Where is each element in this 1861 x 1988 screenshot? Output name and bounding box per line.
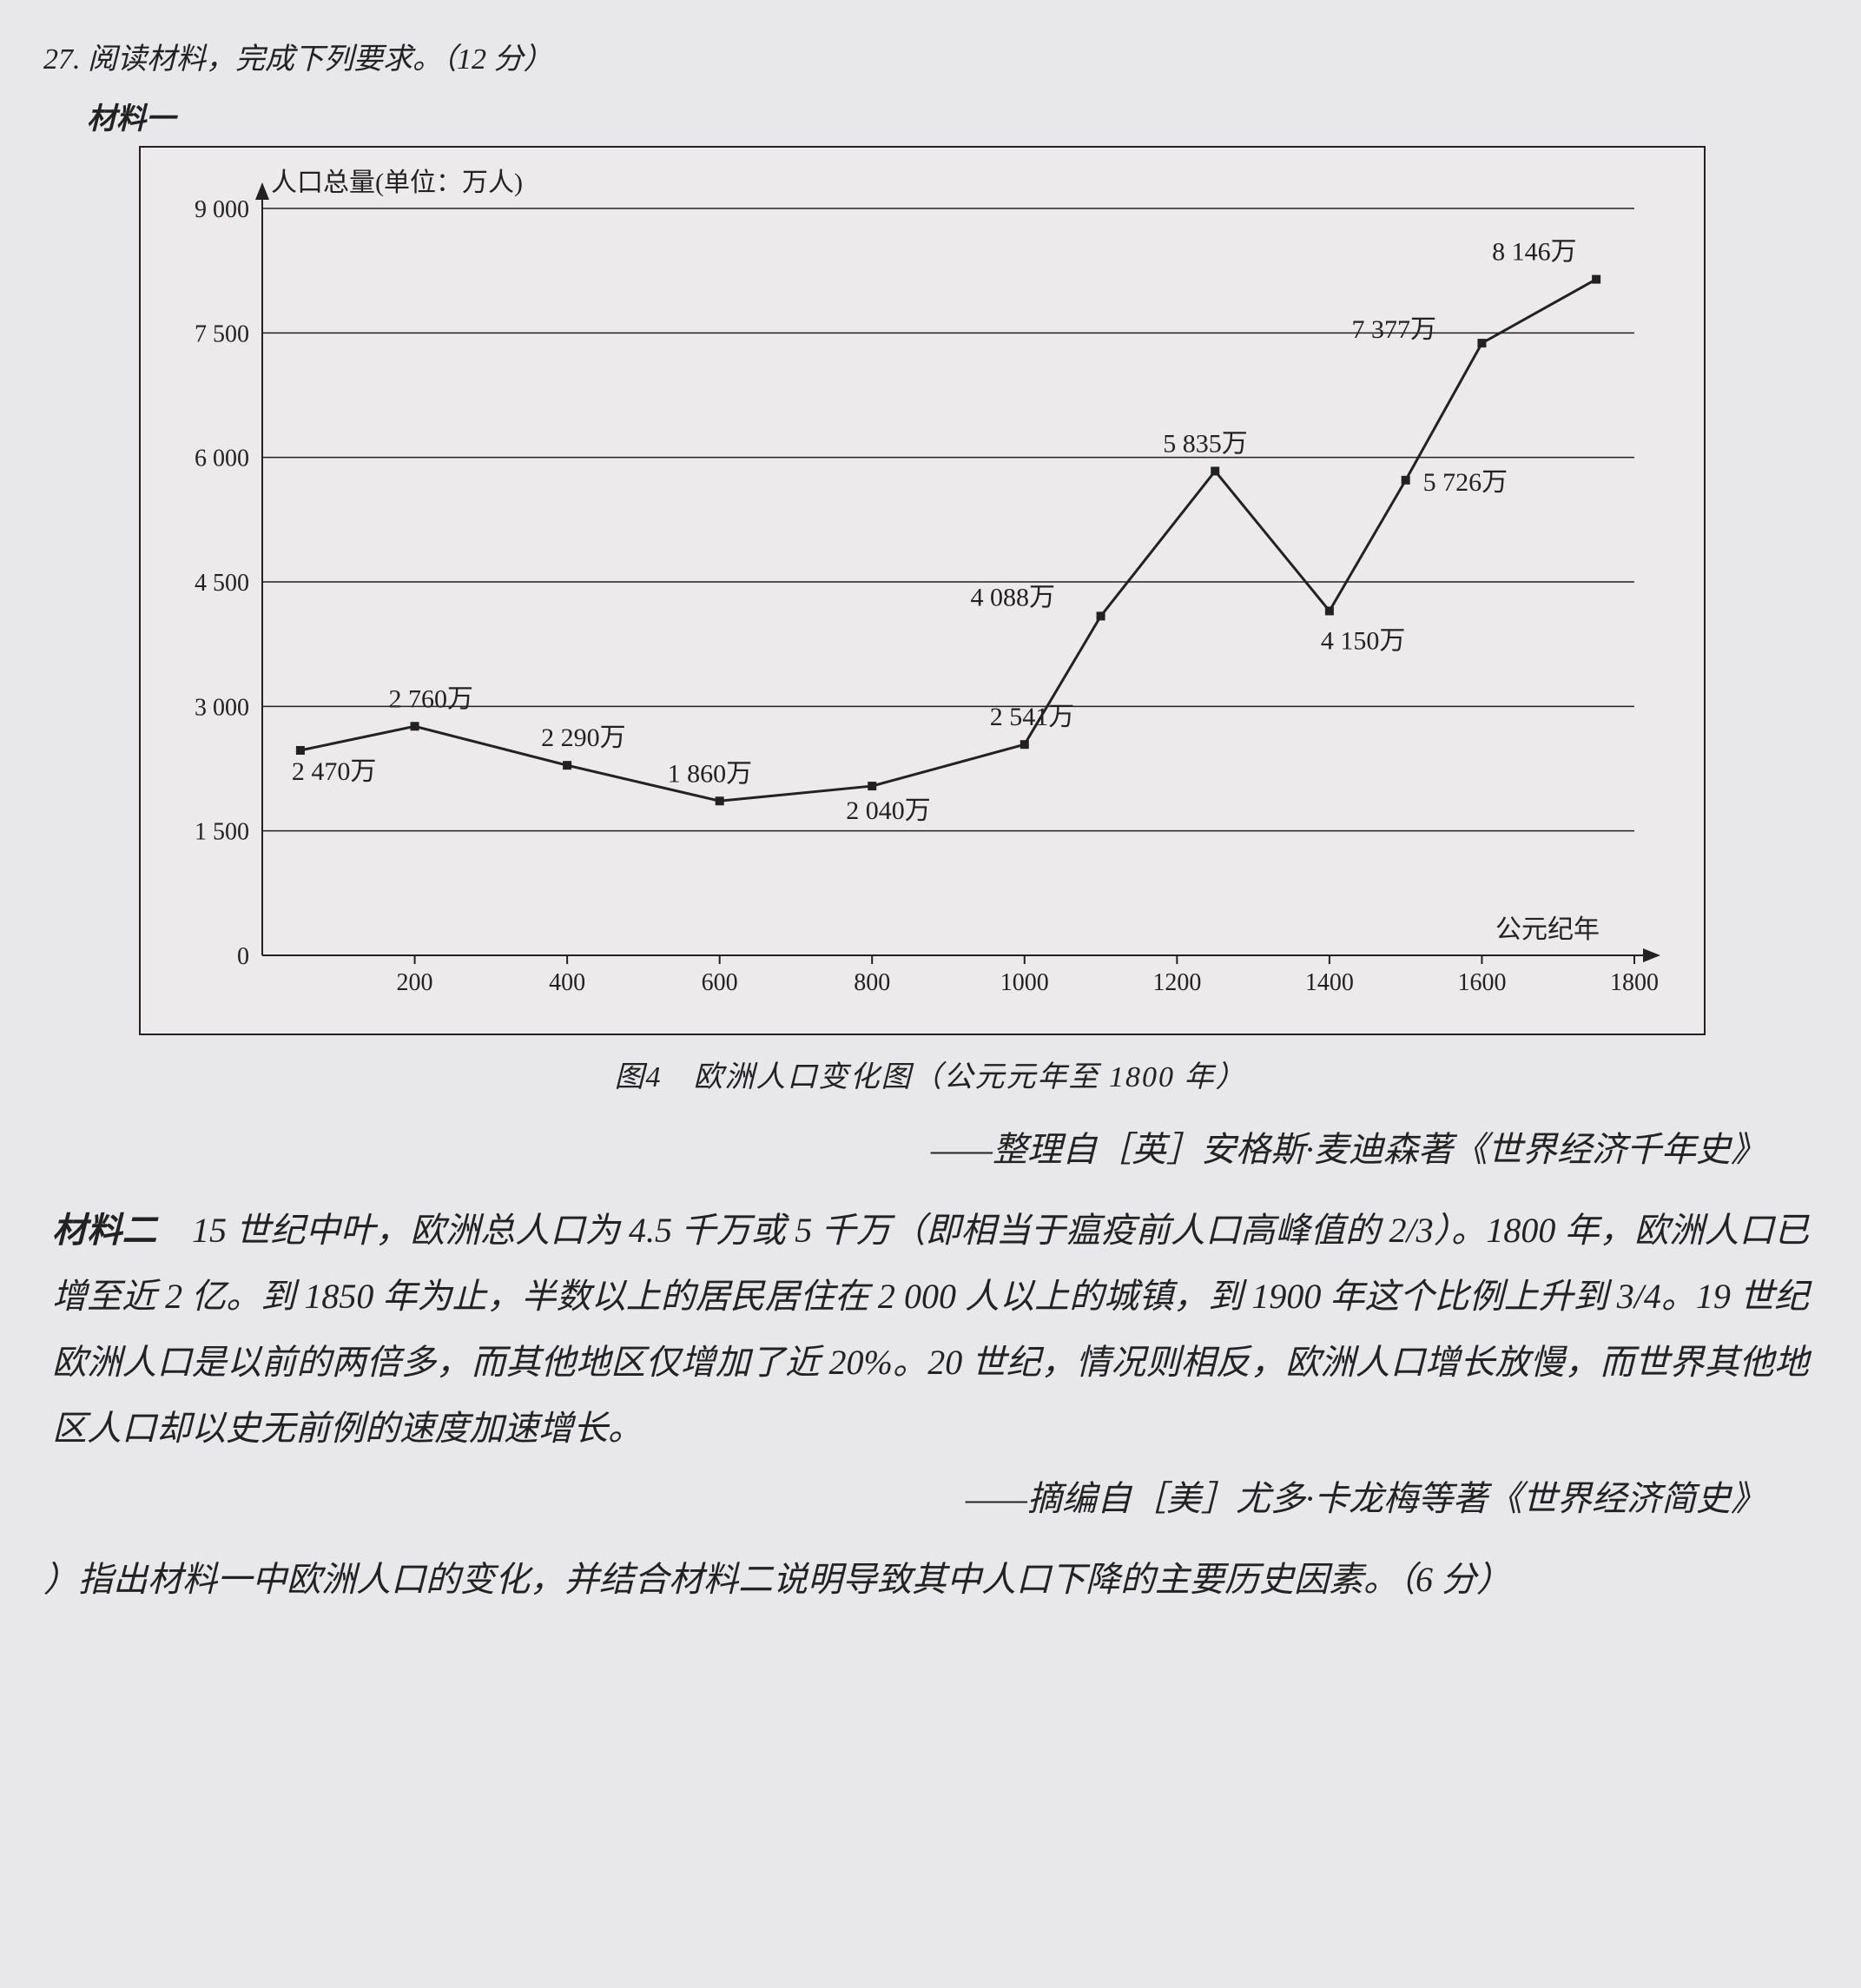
x-tick-label: 800 <box>854 969 890 996</box>
y-tick-label: 7 500 <box>195 320 249 347</box>
y-axis-title: 人口总量(单位：万人) <box>271 168 523 197</box>
data-label: 7 377万 <box>1351 315 1436 344</box>
data-marker <box>411 722 419 730</box>
data-label: 4 088万 <box>971 583 1056 611</box>
data-label: 2 040万 <box>846 796 930 825</box>
data-marker <box>1211 466 1219 475</box>
source-2: ——摘编自［美］尤多·卡龙梅等著《世界经济简史》 <box>43 1470 1765 1521</box>
data-label: 1 860万 <box>668 759 753 788</box>
x-tick-label: 1000 <box>1000 969 1049 996</box>
source-1: ——整理自［英］安格斯·麦迪森著《世界经济千年史》 <box>43 1121 1765 1172</box>
data-label: 5 835万 <box>1163 429 1248 458</box>
x-axis-title: 公元纪年 <box>1495 915 1600 944</box>
y-tick-label: 4 500 <box>195 570 249 597</box>
data-marker <box>1592 275 1600 284</box>
y-axis-arrow <box>255 182 269 200</box>
x-tick-label: 1800 <box>1610 969 1659 996</box>
data-label: 2 541万 <box>990 703 1075 731</box>
question-header: 27. 阅读材料，完成下列要求。（12 分） <box>43 35 1818 77</box>
sub-question: ）指出材料一中欧洲人口的变化，并结合材料二说明导致其中人口下降的主要历史因素。（… <box>43 1547 1809 1613</box>
material2-text: 15 世纪中叶，欧洲总人口为 4.5 千万或 5 千万（即相当于瘟疫前人口高峰值… <box>52 1211 1809 1448</box>
y-tick-label: 9 000 <box>195 196 249 223</box>
y-tick-label: 0 <box>237 943 249 970</box>
y-tick-label: 1 500 <box>195 819 249 846</box>
y-tick-label: 3 000 <box>195 694 249 721</box>
x-tick-label: 1400 <box>1305 969 1354 996</box>
material2-body: 材料二 15 世纪中叶，欧洲总人口为 4.5 千万或 5 千万（即相当于瘟疫前人… <box>52 1198 1809 1462</box>
data-marker <box>563 761 571 769</box>
data-label: 8 146万 <box>1492 238 1577 267</box>
x-tick-label: 400 <box>549 969 585 996</box>
population-chart: 人口总量(单位：万人) 0 1 500 3 000 4 500 6 000 7 500 9 0… <box>167 165 1669 1007</box>
data-line <box>300 280 1596 802</box>
data-marker <box>1402 476 1410 485</box>
data-label: 5 726万 <box>1423 468 1508 497</box>
data-marker <box>1477 339 1486 347</box>
data-marker <box>868 782 876 790</box>
data-marker <box>1097 611 1105 620</box>
x-tick-label: 200 <box>397 969 433 996</box>
chart-frame: 人口总量(单位：万人) 0 1 500 3 000 4 500 6 000 7 500 9 0… <box>139 146 1706 1035</box>
data-marker <box>1325 606 1334 615</box>
x-axis-arrow <box>1643 948 1660 962</box>
data-label: 2 290万 <box>541 723 626 752</box>
y-tick-label: 6 000 <box>195 446 249 472</box>
data-marker <box>296 746 305 755</box>
data-label: 2 760万 <box>389 684 474 713</box>
x-tick-label: 600 <box>702 969 738 996</box>
chart-caption: 图4 欧洲人口变化图（公元元年至 1800 年） <box>43 1053 1818 1095</box>
data-label: 2 470万 <box>292 757 377 786</box>
x-tick-label: 1200 <box>1152 969 1201 996</box>
data-marker <box>1020 740 1029 749</box>
data-marker <box>716 796 724 805</box>
material2-label: 材料二 <box>52 1211 157 1250</box>
data-label: 4 150万 <box>1321 626 1406 655</box>
x-tick-label: 1600 <box>1457 969 1506 996</box>
material1-label: 材料一 <box>87 95 1818 137</box>
